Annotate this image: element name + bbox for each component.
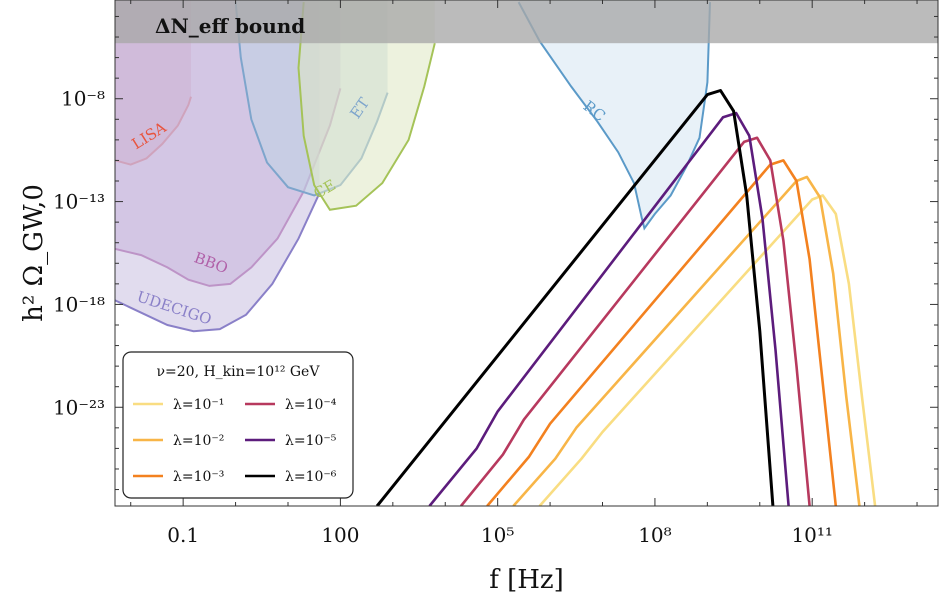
legend-entry: λ=10⁻² xyxy=(173,433,224,449)
neff-band xyxy=(115,0,938,44)
rc-region xyxy=(518,0,710,229)
band-label: ΔN_eff bound xyxy=(155,14,305,38)
y-tick-label: 10⁻¹³ xyxy=(53,190,105,214)
spectrum-curve-1 xyxy=(538,194,877,506)
plot-frame xyxy=(114,0,939,507)
spectrum-curve-4 xyxy=(459,136,811,506)
sensitivity-regions xyxy=(115,0,711,333)
y-tick-label: 10⁻⁸ xyxy=(61,87,105,111)
x-tick-label: 10⁵ xyxy=(481,523,514,547)
spectrum-curve-2 xyxy=(512,175,861,506)
ce-curve xyxy=(297,2,436,211)
tick-labels: 0.1 100 10⁵ 10⁸ 10¹¹ 10⁻⁸ 10⁻¹³ 10⁻¹⁸ 10⁻²³ xyxy=(53,87,833,547)
spectrum-curve-6 xyxy=(375,89,775,506)
legend-box xyxy=(122,351,354,499)
legend-title: ν=20, H_kin=10¹² GeV xyxy=(157,364,321,380)
x-tick-label: 10¹¹ xyxy=(791,523,832,547)
spectrum-curve-5 xyxy=(428,111,790,506)
legend-entry: λ=10⁻⁵ xyxy=(285,433,337,449)
legend-entry: λ=10⁻¹ xyxy=(173,397,224,413)
legend-entry: λ=10⁻⁶ xyxy=(285,469,337,485)
y-axis-title: h² Ω_GW,0 xyxy=(19,184,49,322)
legend-entry: λ=10⁻⁴ xyxy=(285,397,337,413)
axis-ticks xyxy=(115,0,938,506)
y-tick-label: 10⁻²³ xyxy=(53,395,105,419)
spectrum-curve-3 xyxy=(486,159,838,506)
x-tick-label: 10⁸ xyxy=(638,523,671,547)
spectrum-curves xyxy=(375,89,877,506)
x-axis-title: f [Hz] xyxy=(489,565,564,595)
udecigo-curve xyxy=(115,192,321,333)
y-tick-label: 10⁻¹⁸ xyxy=(53,292,105,316)
legend: ν=20, H_kin=10¹² GeV λ=10⁻¹ λ=10⁻² λ=10⁻³ λ=… xyxy=(122,351,354,499)
ce-region xyxy=(298,0,435,210)
neff-band-rect xyxy=(115,0,938,44)
x-tick-label: 100 xyxy=(321,523,359,547)
legend-entry: λ=10⁻³ xyxy=(173,469,224,485)
x-tick-label: 0.1 xyxy=(167,523,199,547)
